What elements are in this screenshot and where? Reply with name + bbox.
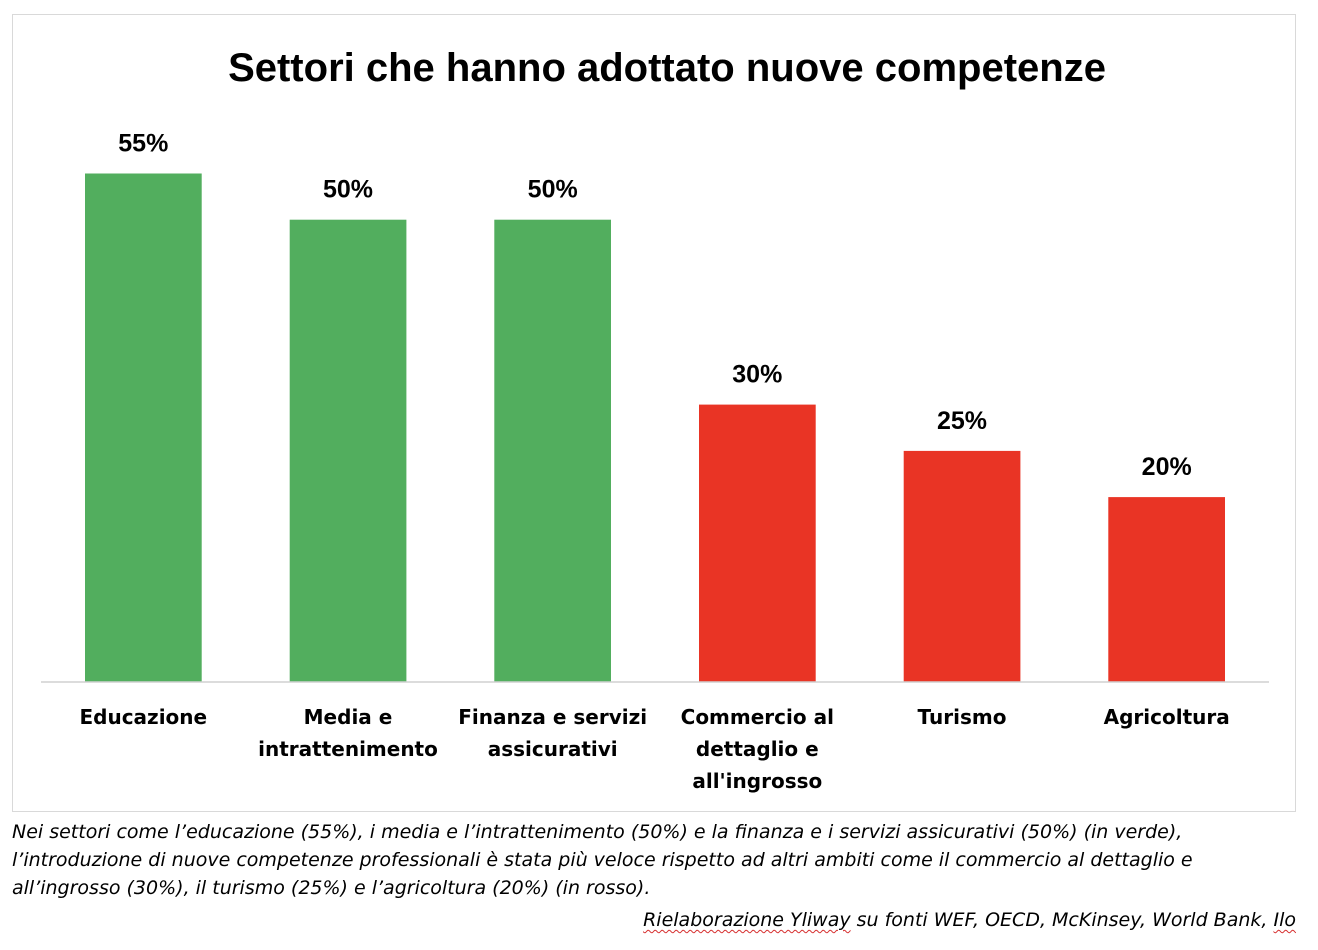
bar <box>85 173 202 682</box>
bar-value-label: 50% <box>528 176 578 204</box>
source-credit: Rielaborazione Yliway su fonti WEF, OECD… <box>643 906 1296 934</box>
source-credit-suffix: Ilo <box>1273 909 1296 931</box>
source-credit-prefix: Rielaborazione Yliway <box>643 909 851 931</box>
bars-layer <box>85 173 1225 682</box>
bar-chart: Settori che hanno adottato nuove compete… <box>41 46 1269 793</box>
category-label: Commercio al dettaglio e all'ingrosso <box>681 705 834 793</box>
category-label-line: Commercio al <box>681 705 834 729</box>
category-label-line: Media e <box>304 705 393 729</box>
category-label-line: dettaglio e <box>696 737 819 761</box>
labels-layer: 55% 50% 50% 30% 25% 20% <box>118 130 1191 482</box>
category-label-line: all'ingrosso <box>692 769 822 793</box>
category-label-line: Finanza e servizi <box>458 705 647 729</box>
bar <box>1108 497 1225 682</box>
chart-title: Settori che hanno adottato nuove compete… <box>228 46 1106 90</box>
bar <box>494 219 611 682</box>
category-label-line: assicurativi <box>488 737 618 761</box>
category-label: Finanza e servizi assicurativi <box>458 705 647 761</box>
bar-value-label: 20% <box>1142 453 1192 481</box>
category-label-line: intrattenimento <box>258 737 438 761</box>
bar <box>903 450 1021 682</box>
chart-frame: Settori che hanno adottato nuove compete… <box>12 14 1296 812</box>
category-label-line: Educazione <box>79 705 207 729</box>
category-label-line: Agricoltura <box>1104 705 1230 729</box>
bar <box>699 404 816 682</box>
category-label-line: Turismo <box>918 705 1007 729</box>
categories-layer: Educazione Media e intrattenimento Finanza … <box>79 705 1229 793</box>
category-label: Turismo <box>918 705 1007 729</box>
category-label: Agricoltura <box>1104 705 1230 729</box>
bar-value-label: 55% <box>118 130 168 158</box>
source-credit-middle: su fonti WEF, OECD, McKinsey, World Bank… <box>850 909 1274 931</box>
bar-value-label: 30% <box>732 361 782 389</box>
category-label: Media e intrattenimento <box>258 705 438 761</box>
bar-value-label: 50% <box>323 176 373 204</box>
chart-caption: Nei settori come l’educazione (55%), i m… <box>12 821 1193 899</box>
bar-value-label: 25% <box>937 407 987 435</box>
category-label: Educazione <box>79 705 207 729</box>
bar <box>289 219 407 682</box>
